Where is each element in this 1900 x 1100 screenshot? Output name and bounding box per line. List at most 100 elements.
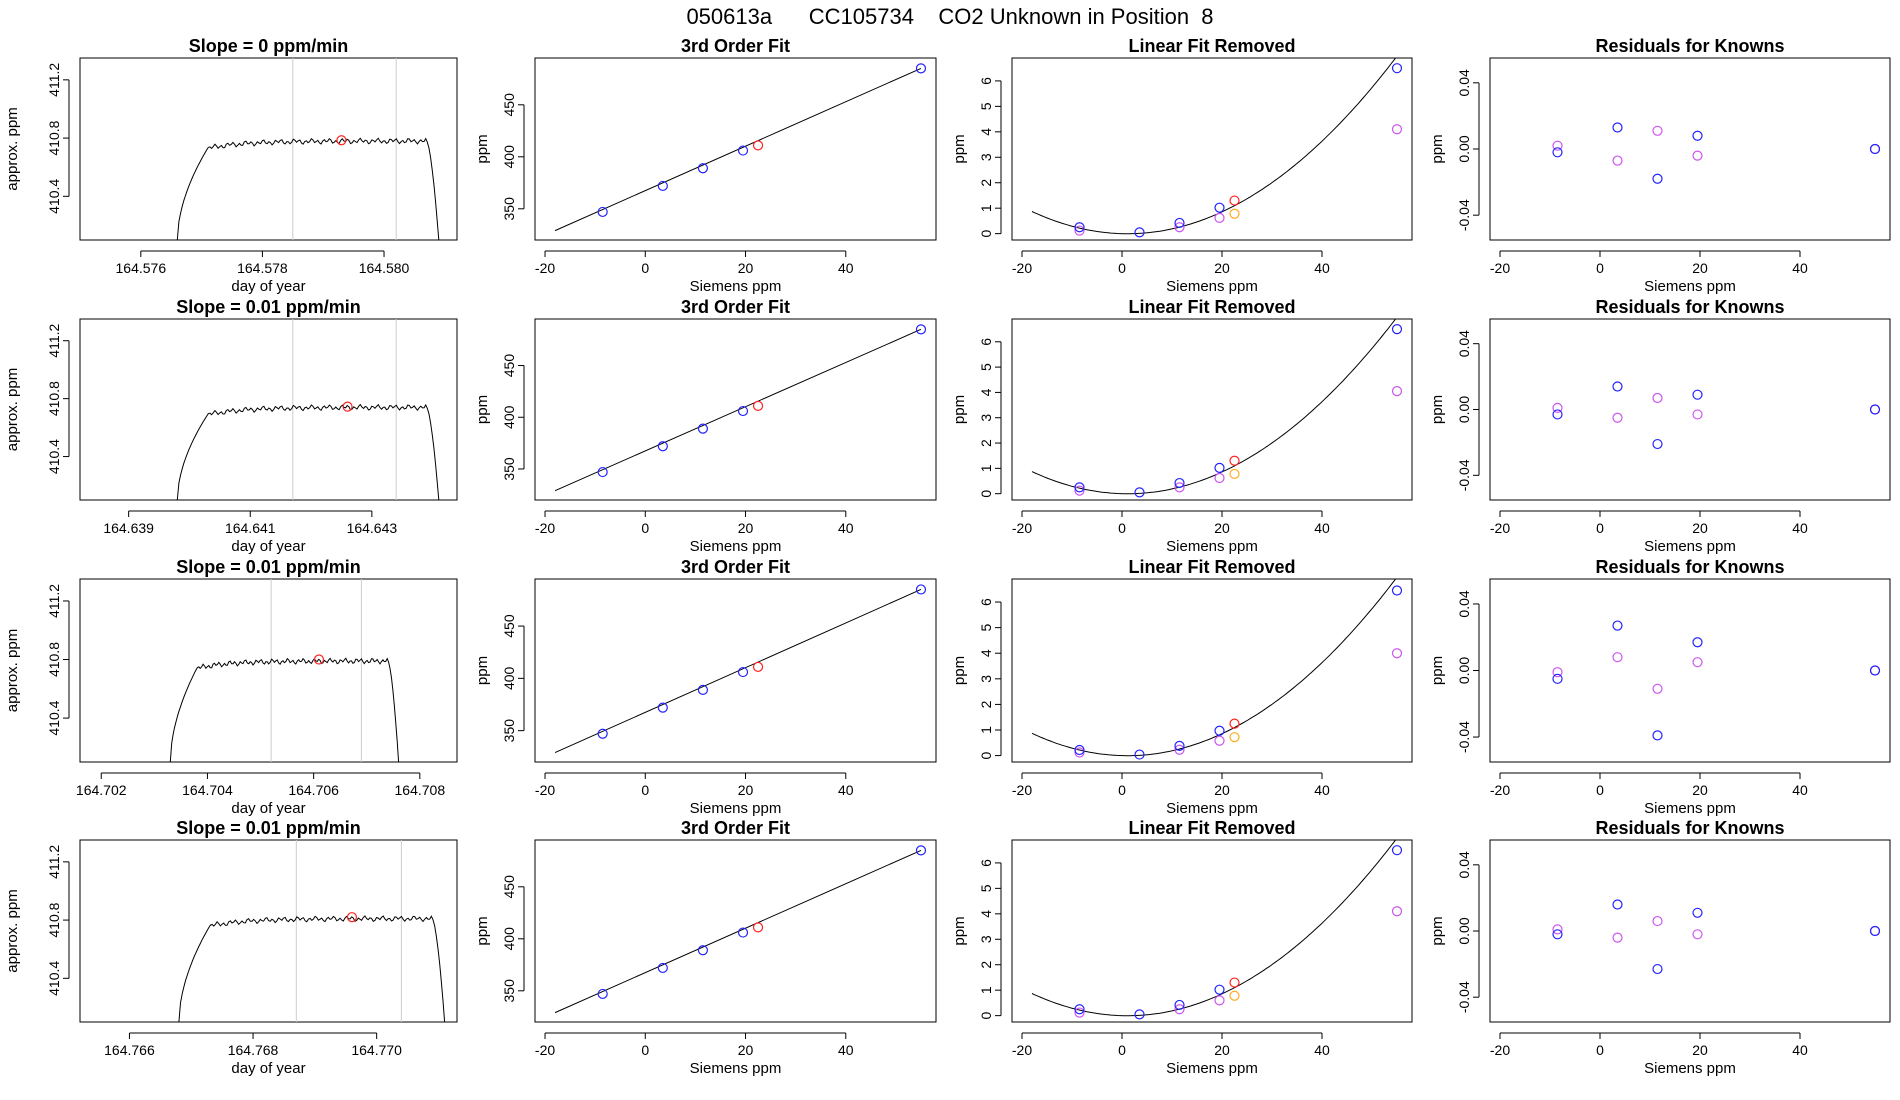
panel-title: Linear Fit Removed bbox=[1128, 818, 1295, 838]
panel-title: 3rd Order Fit bbox=[681, 297, 790, 317]
plot-frame bbox=[79, 839, 458, 1023]
x-axis-label: day of year bbox=[231, 538, 305, 555]
y-tick-label: 1 bbox=[978, 986, 994, 994]
known-point-magenta bbox=[1074, 485, 1085, 496]
panel-2-1 bbox=[63, 318, 458, 517]
panel-title: Linear Fit Removed bbox=[1128, 297, 1295, 317]
known-point-magenta bbox=[1214, 212, 1225, 223]
plot-frame bbox=[534, 839, 937, 1023]
known-point-blue bbox=[1174, 217, 1185, 229]
known-point-blue bbox=[1652, 173, 1663, 184]
known-point-blue bbox=[737, 145, 749, 156]
known-point-blue bbox=[1552, 147, 1563, 158]
x-tick-label: 40 bbox=[838, 260, 854, 276]
y-axis-label: ppm bbox=[474, 395, 491, 424]
panel-title: Slope = 0.01 ppm/min bbox=[176, 818, 361, 838]
sample-marker bbox=[313, 654, 325, 665]
panel-title: Residuals for Knowns bbox=[1595, 818, 1784, 838]
y-tick-label: 3 bbox=[978, 153, 994, 161]
plot-frame bbox=[534, 578, 937, 763]
known-point-magenta bbox=[1612, 652, 1623, 663]
known-point-blue bbox=[597, 206, 608, 218]
known-point-magenta bbox=[1692, 409, 1703, 420]
x-tick-label: 40 bbox=[1314, 520, 1330, 536]
y-axis-label: ppm bbox=[474, 134, 491, 163]
y-tick-label: 450 bbox=[501, 93, 517, 117]
fit-line bbox=[554, 67, 922, 232]
known-point-magenta bbox=[1552, 402, 1563, 413]
y-tick-label: 3 bbox=[978, 675, 994, 683]
known-point-blue bbox=[1692, 389, 1703, 400]
known-point-blue bbox=[1612, 899, 1623, 910]
y-tick-label: 400 bbox=[501, 405, 517, 429]
known-point-magenta bbox=[1214, 472, 1225, 484]
panel-4-2 bbox=[518, 839, 937, 1039]
y-tick-label: 3 bbox=[978, 414, 994, 422]
y-axis-label: approx. ppm bbox=[4, 629, 21, 712]
panel-title: Slope = 0.01 ppm/min bbox=[176, 297, 361, 317]
x-axis-label: day of year bbox=[231, 278, 305, 295]
panel-title: Linear Fit Removed bbox=[1128, 36, 1295, 56]
known-point-blue bbox=[915, 63, 927, 74]
panel-title: 3rd Order Fit bbox=[681, 36, 790, 56]
plot-area bbox=[169, 579, 400, 762]
known-point-blue bbox=[1652, 438, 1663, 450]
known-point-blue bbox=[1214, 725, 1225, 736]
known-point-magenta bbox=[1074, 1007, 1085, 1018]
y-tick-label: 0.00 bbox=[1456, 917, 1472, 944]
y-tick-label: 6 bbox=[978, 338, 994, 346]
known-point-magenta bbox=[1652, 915, 1663, 927]
plot-area bbox=[1552, 620, 1881, 741]
known-point-magenta bbox=[1174, 222, 1185, 233]
x-tick-label: 40 bbox=[1792, 520, 1808, 536]
unknown-point-orange bbox=[1229, 990, 1240, 1001]
fit-curve bbox=[1031, 840, 1397, 1017]
fit-curve bbox=[1031, 579, 1397, 757]
x-tick-label: 164.578 bbox=[237, 260, 288, 276]
x-tick-label: 40 bbox=[838, 782, 854, 798]
plot-frame bbox=[1011, 839, 1413, 1023]
known-point-blue bbox=[1074, 744, 1085, 756]
plot-area bbox=[176, 58, 440, 240]
panel-title: 3rd Order Fit bbox=[681, 557, 790, 577]
known-point-blue bbox=[1692, 907, 1703, 918]
concentration-trace bbox=[178, 915, 446, 1022]
y-tick-label: 410.8 bbox=[46, 642, 62, 677]
known-point-magenta bbox=[1391, 906, 1403, 917]
x-tick-label: -20 bbox=[1012, 520, 1032, 536]
x-tick-label: 164.641 bbox=[225, 520, 276, 536]
known-point-blue bbox=[597, 466, 608, 478]
x-tick-label: -20 bbox=[535, 520, 555, 536]
y-tick-label: 411.2 bbox=[46, 584, 62, 618]
known-point-blue bbox=[697, 684, 709, 695]
y-tick-label: 450 bbox=[501, 354, 517, 378]
known-point-blue bbox=[697, 163, 709, 174]
panel-4-1 bbox=[63, 839, 458, 1039]
plot-frame bbox=[1011, 318, 1413, 501]
sample-marker bbox=[342, 401, 353, 412]
y-axis-label: approx. ppm bbox=[4, 107, 21, 190]
panel-title: Slope = 0 ppm/min bbox=[189, 36, 349, 56]
known-point-blue bbox=[1692, 637, 1703, 648]
x-tick-label: -20 bbox=[535, 1042, 555, 1058]
known-point-magenta bbox=[1692, 657, 1703, 668]
y-tick-label: 350 bbox=[501, 197, 517, 221]
unknown-point-orange bbox=[1229, 732, 1240, 743]
x-tick-label: 164.768 bbox=[228, 1042, 279, 1058]
x-tick-label: 164.702 bbox=[76, 782, 127, 798]
unknown-point-red bbox=[752, 661, 764, 672]
known-point-blue bbox=[1174, 477, 1185, 489]
y-tick-label: 410.8 bbox=[46, 381, 62, 416]
known-point-blue bbox=[1391, 63, 1403, 74]
known-point-blue bbox=[737, 666, 749, 678]
y-tick-label: 4 bbox=[978, 388, 994, 396]
plot-area bbox=[1552, 899, 1881, 975]
y-tick-label: 6 bbox=[978, 77, 994, 85]
y-tick-label: 0 bbox=[978, 490, 994, 498]
y-axis-label: ppm bbox=[474, 916, 491, 945]
plot-area bbox=[554, 584, 927, 754]
x-axis-label: Siemens ppm bbox=[1166, 278, 1258, 295]
known-point-blue bbox=[1174, 740, 1185, 751]
y-tick-label: 350 bbox=[501, 457, 517, 481]
x-tick-label: -20 bbox=[1012, 1042, 1032, 1058]
